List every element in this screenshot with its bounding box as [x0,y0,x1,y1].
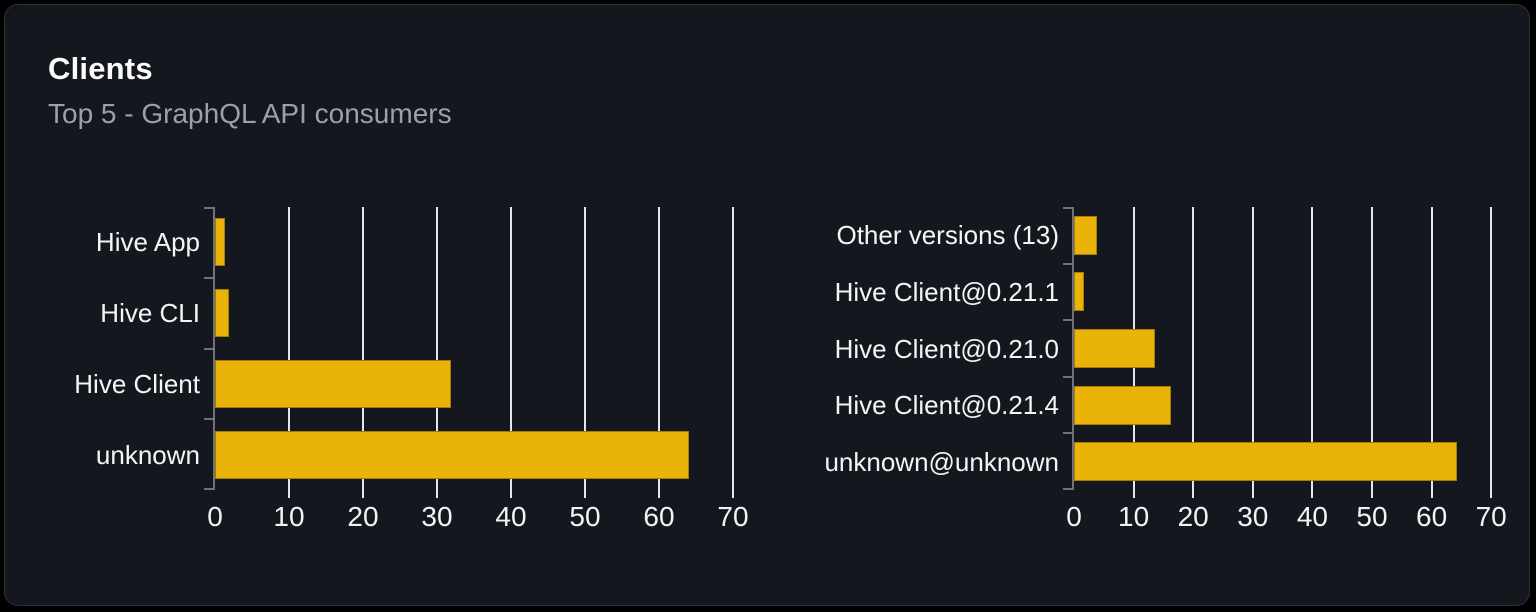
y-axis-tick [1063,207,1072,209]
bar [215,218,225,267]
y-axis-tick [204,277,213,279]
y-axis-tick [1063,488,1072,490]
grid-line [362,207,364,490]
y-axis-tick [1063,432,1072,434]
x-axis-tick [1251,490,1254,498]
bar [1074,385,1172,425]
y-axis-tick [204,418,213,420]
x-axis-tick [362,490,364,498]
y-axis-tick [1063,376,1072,378]
grid-line [658,207,660,490]
clients-panel: Clients Top 5 - GraphQL API consumers [4,4,1530,606]
x-axis-tick [584,490,586,498]
x-tick-label: 20 [347,501,379,532]
y-axis-label: Hive Client [74,368,200,399]
bar [215,359,452,408]
grid-line [1430,207,1433,490]
panel-subtitle: Top 5 - GraphQL API consumers [48,98,452,129]
bar [1074,442,1458,482]
y-axis-tick [1063,319,1072,321]
x-axis-tick [1490,490,1493,498]
y-axis-label: Hive Client@0.21.0 [834,333,1059,364]
y-axis-label: Hive App [95,227,200,258]
x-axis-tick [288,490,290,498]
x-axis-tick [436,490,438,498]
bar [1074,272,1085,312]
clients-by-name-chart: 0 10 20 30 40 50 60 70 Hive App Hive CLI Hive Clie… [74,207,749,532]
x-tick-label: 30 [1237,501,1269,532]
bar [1074,215,1097,255]
x-tick-label: 70 [1475,501,1507,532]
y-axis-tick [1063,263,1072,265]
x-tick-label: 70 [717,501,749,532]
bar [215,289,230,338]
grid-line [1192,207,1195,490]
grid-line [1490,207,1493,490]
y-axis-line [213,207,215,490]
x-tick-label: 40 [495,501,527,532]
y-axis-label: Hive Client@0.21.1 [834,276,1059,307]
x-axis-tick [732,490,734,498]
clients-by-version-chart: 0 10 20 30 40 50 60 70 Other versions (13) Hive C… [824,207,1507,532]
x-axis-tick [1192,490,1195,498]
y-axis-label: Other versions (13) [836,220,1059,251]
grid-line [584,207,586,490]
x-axis-tick [510,490,512,498]
x-tick-label: 0 [207,501,223,532]
bar [215,430,689,479]
x-axis-tick [1430,490,1433,498]
y-axis-label: unknown [95,439,200,470]
x-axis-tick [1311,490,1314,498]
grid-line [1251,207,1254,490]
y-axis-label: Hive CLI [100,298,200,329]
x-tick-label: 50 [1356,501,1388,532]
grid-line [436,207,438,490]
x-tick-label: 50 [569,501,601,532]
x-axis-tick [1371,490,1373,498]
grid-line [510,207,512,490]
x-axis-tick [1132,490,1135,498]
grid-line [1311,207,1314,490]
bar [1074,329,1156,368]
y-axis-tick [204,207,213,209]
x-tick-label: 60 [1416,501,1448,532]
x-tick-label: 60 [643,501,675,532]
y-axis-label: Hive Client@0.21.4 [834,390,1059,421]
x-tick-label: 10 [273,501,305,532]
x-axis-tick [658,490,660,498]
x-tick-label: 0 [1066,501,1082,532]
y-axis-line [1072,207,1074,490]
x-tick-label: 20 [1177,501,1209,532]
grid-line [1371,207,1373,490]
x-tick-label: 10 [1118,501,1150,532]
y-axis-label: unknown@unknown [824,446,1059,477]
panel-title: Clients [48,51,153,86]
y-axis-tick [204,488,213,490]
x-tick-label: 40 [1296,501,1328,532]
x-tick-label: 30 [421,501,453,532]
grid-line [288,207,290,490]
grid-line [732,207,734,490]
y-axis-tick [204,348,213,350]
